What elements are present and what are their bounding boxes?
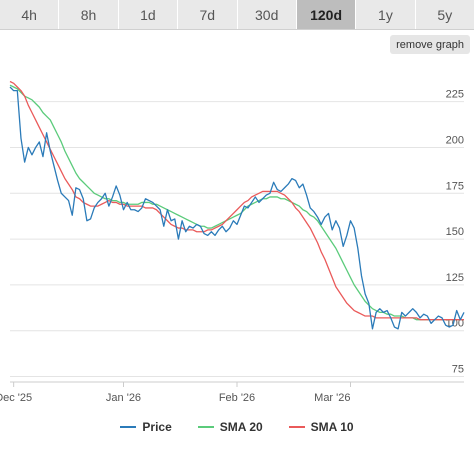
y-tick-label: 75 [452,364,464,376]
tab-5y[interactable]: 5y [437,6,453,23]
legend-swatch-sma-20 [197,426,214,428]
y-tick-label: 125 [446,272,464,284]
legend-item-sma-20[interactable]: SMA 20 [197,420,263,434]
y-tick-label: 150 [446,226,464,238]
y-tick-label: 200 [446,134,464,146]
tab-4h[interactable]: 4h [0,0,60,29]
x-tick-label: Jan '26 [106,392,141,404]
legend-item-sma-10[interactable]: SMA 10 [288,420,354,434]
tab-120d[interactable]: 120d [296,0,357,29]
y-tick-label: 175 [446,180,464,192]
tab-30d[interactable]: 30d [238,0,297,29]
series-line-price [9,86,465,330]
tab-1d[interactable]: 1d [119,0,179,29]
time-range-tabs: 4h 8h 1d 7d 30d 120d 1y 5y [0,0,474,30]
remove-graph-button[interactable]: remove graph [390,35,470,54]
series-line-sma-10 [9,80,464,321]
x-tick-label: Dec '25 [0,392,32,404]
legend-swatch-sma-10 [288,426,305,428]
chart-legend: Price SMA 20 SMA 10 [0,420,474,434]
x-tick-label: Mar '26 [314,392,350,404]
legend-swatch-price [120,426,137,428]
legend-item-price[interactable]: Price [120,420,172,434]
legend-label-price: Price [142,420,172,434]
y-tick-label: 225 [446,89,464,101]
tab-7d[interactable]: 7d [178,0,238,29]
tab-8h[interactable]: 8h [59,0,119,29]
legend-label-sma-10: SMA 10 [310,420,354,434]
x-tick-label: Feb '26 [219,392,255,404]
legend-label-sma-20: SMA 20 [219,420,263,434]
tab-1y[interactable]: 1y [356,0,416,29]
